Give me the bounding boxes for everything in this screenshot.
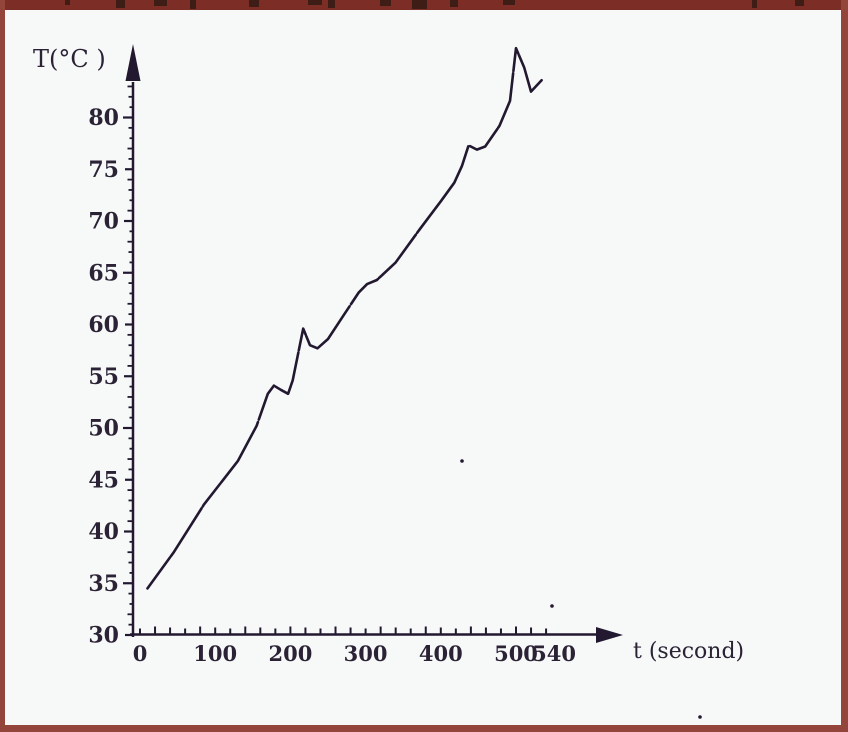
scan-edge-left (0, 0, 5, 732)
x-tick-label: 100 (193, 641, 237, 666)
scan-edge-blob (328, 0, 335, 8)
ink-speck (698, 715, 702, 719)
scan-edge-blob (380, 0, 391, 6)
x-tick-label: 0 (133, 641, 148, 666)
x-axis (130, 626, 623, 643)
scan-edge-blob (116, 0, 125, 8)
y-tick-label: 40 (88, 519, 119, 545)
y-axis-title: T(°C ) (33, 45, 106, 73)
y-axis-arrow-icon (125, 44, 141, 81)
scan-edge-blob (412, 0, 427, 9)
scan-edge-top (0, 0, 848, 10)
scan-edge-blob (190, 0, 196, 9)
scan-edge-right (841, 0, 848, 732)
y-tick-label: 50 (88, 416, 119, 442)
y-tick-label: 60 (88, 312, 119, 338)
y-tick-label: 45 (88, 467, 119, 493)
x-tick-label: 540 (532, 641, 576, 666)
y-tick-labels: 30 35 40 45 50 55 60 65 70 75 80 (88, 105, 119, 649)
scan-edge-blob (503, 0, 515, 5)
scan-edge-blob (65, 0, 70, 5)
temperature-curve (146, 46, 543, 590)
x-tick-label: 400 (419, 641, 463, 666)
x-tick-label: 200 (268, 641, 312, 666)
x-axis-title: t (second) (633, 639, 744, 664)
y-tick-label: 75 (88, 157, 119, 183)
scan-edge-blob (795, 0, 804, 6)
ink-speck (460, 459, 464, 463)
x-tick-label: 300 (344, 641, 388, 666)
y-axis (123, 44, 141, 637)
y-tick-label: 70 (88, 209, 119, 235)
scan-edge-blob (752, 0, 757, 8)
scan-edge-blob (154, 0, 167, 6)
y-tick-label: 30 (88, 623, 119, 649)
x-tick-label: 500 (494, 641, 538, 666)
y-tick-label: 35 (88, 571, 119, 597)
y-tick-label: 65 (88, 260, 119, 286)
scan-edge-blob (308, 0, 322, 5)
ink-speck (550, 604, 554, 608)
scan-edge-blob (450, 0, 458, 7)
y-tick-label: 80 (88, 105, 119, 131)
y-tick-label: 55 (88, 364, 119, 390)
scan-edge-bottom (0, 725, 848, 732)
x-axis-arrow-icon (596, 627, 623, 643)
scan-edge-blob (249, 0, 259, 7)
